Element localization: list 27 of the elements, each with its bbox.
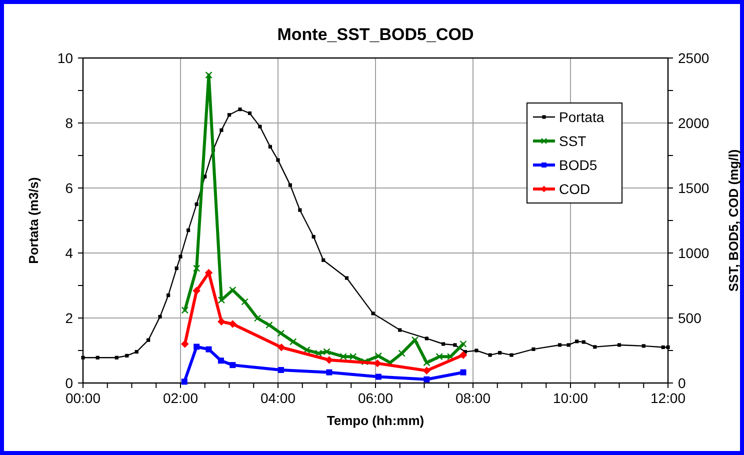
legend-label: SST bbox=[559, 133, 587, 149]
y2-tick-label: 0 bbox=[678, 375, 686, 391]
y2-tick-label: 2000 bbox=[678, 115, 710, 131]
y-tick-label: 2 bbox=[65, 310, 74, 326]
y-axis-title: Portata (m3/s) bbox=[26, 177, 41, 264]
x-tick-label: 10:00 bbox=[552, 390, 588, 406]
y-tick-label: 6 bbox=[65, 180, 74, 196]
y2-tick-label: 1500 bbox=[678, 180, 710, 196]
chart-title: Monte_SST_BOD5_COD bbox=[277, 25, 474, 44]
y-tick-label: 8 bbox=[65, 115, 74, 131]
legend-label: Portata bbox=[559, 109, 604, 125]
x-tick-label: 06:00 bbox=[358, 390, 394, 406]
y-tick-label: 4 bbox=[65, 245, 74, 261]
x-tick-label: 04:00 bbox=[260, 390, 296, 406]
x-tick-label: 00:00 bbox=[65, 390, 101, 406]
x-tick-label: 02:00 bbox=[162, 390, 198, 406]
x-tick-label: 12:00 bbox=[650, 390, 686, 406]
y-tick-label: 0 bbox=[65, 375, 74, 391]
legend-label: COD bbox=[559, 181, 590, 197]
y2-axis-title: SST, BOD5, COD (mg/l) bbox=[726, 149, 741, 292]
y-tick-label: 10 bbox=[57, 50, 74, 66]
legend-label: BOD5 bbox=[559, 157, 598, 173]
x-axis-title: Tempo (hh:mm) bbox=[326, 413, 424, 428]
y2-tick-label: 2500 bbox=[678, 50, 710, 66]
y2-tick-label: 500 bbox=[678, 310, 702, 326]
x-tick-label: 08:00 bbox=[455, 390, 491, 406]
y2-tick-label: 1000 bbox=[678, 245, 710, 261]
